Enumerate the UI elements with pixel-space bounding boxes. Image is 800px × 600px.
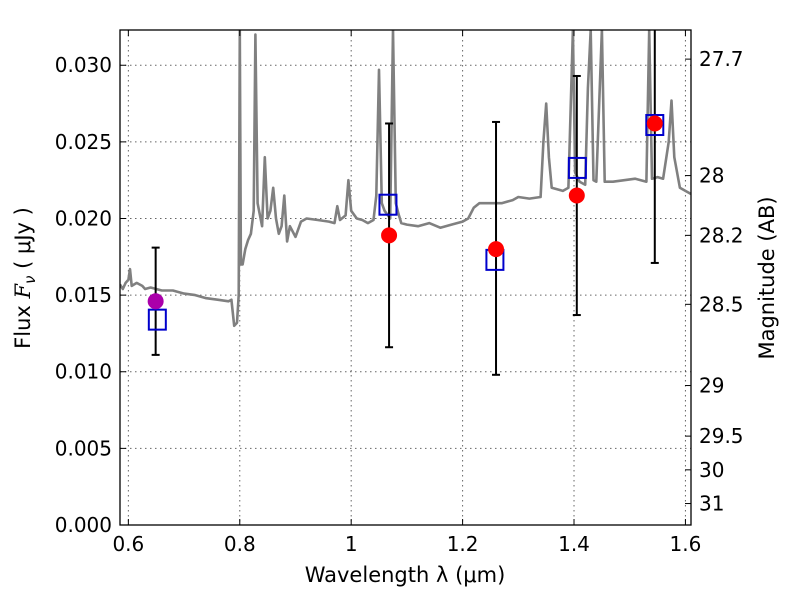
y2-tick-label: 29: [699, 374, 724, 398]
observed-photometry-series: [147, 115, 663, 310]
model-spectrum-series: [120, 30, 691, 328]
model-photometry-box: [378, 193, 398, 216]
observed-point: [381, 227, 398, 244]
y-axis-title-symbol: F: [11, 283, 35, 300]
observed-point: [147, 293, 164, 310]
observed-point: [646, 115, 663, 132]
y-tick-label: 0.025: [55, 130, 112, 154]
y-tick-label: 0.015: [55, 283, 112, 307]
y2-tick-label: 28.2: [699, 223, 744, 247]
errorbar-series: [151, 30, 659, 376]
observed-point: [488, 241, 505, 258]
model-spectrum-line: [120, 30, 691, 328]
y2-tick-label: 28.5: [699, 292, 744, 316]
y-tick-label: 0.005: [55, 436, 112, 460]
grid: [120, 30, 691, 526]
y2-tick-label: 30: [699, 458, 724, 482]
y-tick-label: 0.000: [55, 513, 112, 537]
y-tick-label: 0.030: [55, 53, 112, 77]
y2-tick-label: 31: [699, 492, 724, 516]
y-tick-label: 0.020: [55, 206, 112, 230]
plot-frame: [119, 29, 692, 526]
y-axis-title: Flux Fν ( μJy ): [11, 207, 39, 349]
x-axis-title: Wavelength λ (μm): [305, 563, 506, 587]
y2-tick-label: 28: [699, 164, 724, 188]
x-tick-label: 1.4: [558, 532, 590, 556]
y-tick-label: 0.010: [55, 360, 112, 384]
y2-tick-label: 27.7: [699, 47, 744, 71]
y-axis-title-prefix: Flux: [11, 299, 35, 349]
y2-axis-title: Magnitude (AB): [755, 196, 779, 359]
model-photometry-box: [567, 156, 587, 179]
ticks: 0.6 0.8 1 1.2 1.4 1.6 0.000 0.005 0.010 0.015 0.02…: [55, 30, 744, 556]
observed-point: [568, 187, 585, 204]
y-axis-title-subscript: ν: [21, 276, 39, 284]
y2-tick-label: 29.5: [699, 424, 744, 448]
x-tick-label: 1.2: [447, 532, 479, 556]
model-photometry-box: [147, 308, 167, 331]
x-tick-label: 1.6: [670, 532, 702, 556]
y-axis-title-suffix: ( μJy ): [11, 207, 35, 275]
x-tick-label: 1: [345, 532, 358, 556]
model-photometry-box: [645, 114, 665, 137]
x-tick-label: 0.8: [224, 532, 256, 556]
x-tick-label: 0.6: [112, 532, 144, 556]
